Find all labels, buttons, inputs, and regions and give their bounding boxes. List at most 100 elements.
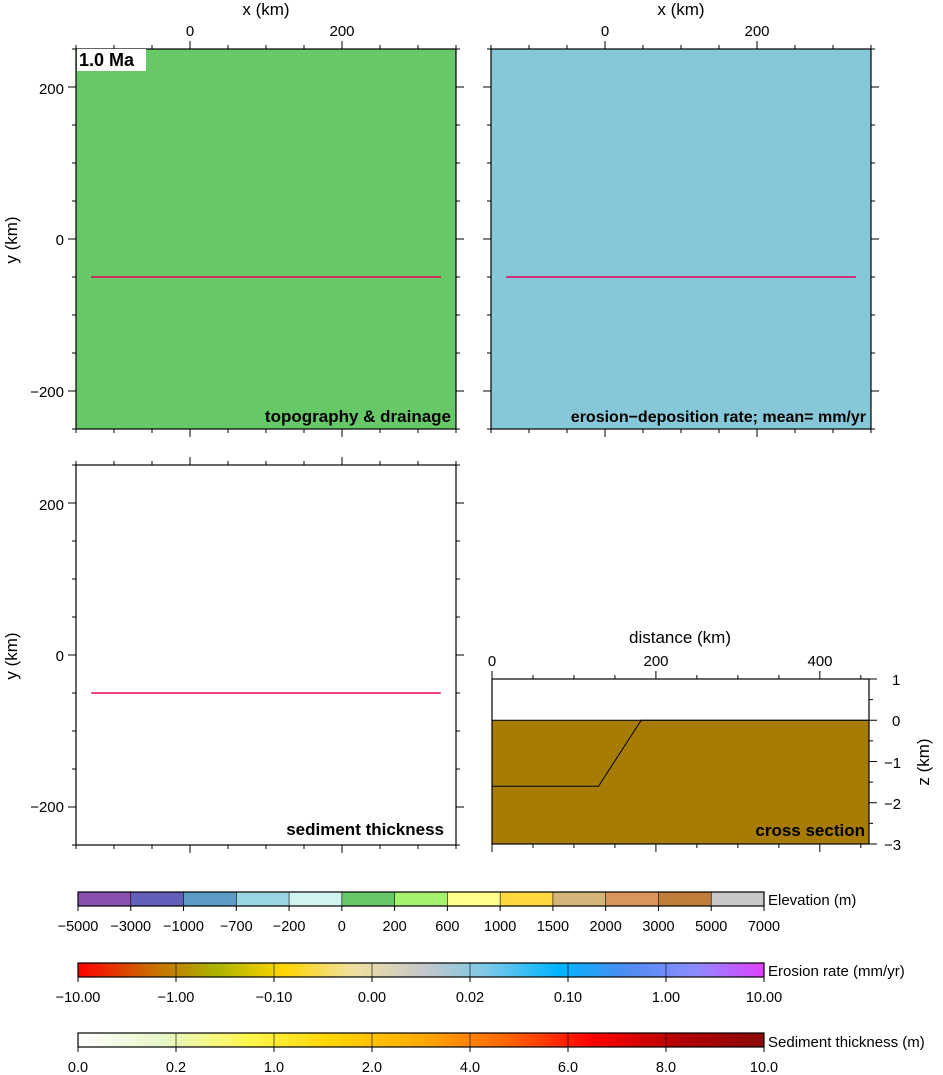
elevation-swatch bbox=[236, 892, 290, 906]
sediment-tick-label: 8.0 bbox=[656, 1060, 676, 1075]
sediment-tick-label: 10.0 bbox=[750, 1060, 778, 1075]
elevation-tick-label: 0 bbox=[338, 919, 346, 935]
elevation-colorbar-label: Elevation (m) bbox=[768, 892, 856, 909]
sediment-tick-label: 6.0 bbox=[558, 1060, 578, 1075]
cross-section-frame bbox=[491, 678, 870, 845]
panel-topography: 1.0 Ma topography & drainage x (km) y (k… bbox=[2, 0, 464, 437]
sediment-tick-labels: 0.0 0.2 1.0 2.0 4.0 6.0 8.0 10.0 bbox=[68, 1033, 778, 1075]
elevation-swatch bbox=[711, 892, 765, 906]
topography-panel-label: topography & drainage bbox=[265, 407, 451, 426]
cross-section-z-tick-neg3: −3 bbox=[884, 837, 901, 854]
elevation-swatch bbox=[605, 892, 659, 906]
erosion-x-axis-label: x (km) bbox=[657, 0, 704, 19]
cross-section-z-tick-neg1: −1 bbox=[884, 755, 901, 772]
sediment-y-tick-0: 0 bbox=[56, 648, 64, 665]
erosion-tick-labels: −10.00 −1.00 −0.10 0.00 0.02 0.10 1.00 10.00 bbox=[56, 963, 782, 1006]
sediment-y-tick-neg200: −200 bbox=[30, 799, 64, 816]
cross-section-x-tick-200: 200 bbox=[643, 653, 668, 670]
elevation-swatch bbox=[78, 892, 132, 906]
cross-section-z-axis-label: z (km) bbox=[914, 738, 933, 785]
panel-cross-section: cross section distance (km) z (km) 0 200… bbox=[488, 628, 933, 854]
elevation-tick-label: 200 bbox=[383, 919, 407, 935]
topography-y-tick-200: 200 bbox=[39, 81, 64, 98]
topography-frame bbox=[75, 48, 457, 430]
elevation-swatches bbox=[78, 892, 765, 906]
erosion-colorbar-gradient bbox=[78, 963, 764, 977]
elevation-tick-labels: −5000 −3000 −1000 −700 −200 0 200 600 1000 1500 20… bbox=[58, 906, 780, 935]
sediment-frame bbox=[75, 464, 457, 846]
topography-y-tick-0: 0 bbox=[56, 232, 64, 249]
topography-y-axis-label: y (km) bbox=[2, 216, 21, 263]
cross-section-panel-label: cross section bbox=[755, 821, 865, 840]
elevation-tick-label: 3000 bbox=[642, 919, 674, 935]
elevation-swatch bbox=[130, 892, 184, 906]
sediment-colorbar-label: Sediment thickness (m) bbox=[768, 1034, 925, 1051]
elevation-swatch bbox=[447, 892, 501, 906]
erosion-x-tick-200: 200 bbox=[744, 23, 769, 40]
time-label-box bbox=[77, 49, 146, 71]
erosion-tick-label: 0.02 bbox=[456, 990, 484, 1006]
cross-section-z-tick-1: 1 bbox=[892, 672, 900, 689]
colorbar-elevation: −5000 −3000 −1000 −700 −200 0 200 600 1000 1500 20… bbox=[58, 891, 856, 935]
elevation-tick-label: −5000 bbox=[58, 919, 99, 935]
erosion-tick-label: −10.00 bbox=[56, 990, 101, 1006]
topography-y-tick-neg200: −200 bbox=[30, 384, 64, 401]
sediment-panel-label: sediment thickness bbox=[286, 820, 444, 839]
sediment-ticks bbox=[68, 457, 464, 853]
erosion-ticks bbox=[483, 41, 879, 437]
sediment-tick-label: 2.0 bbox=[362, 1060, 382, 1075]
topography-map bbox=[76, 49, 456, 429]
elevation-tick-label: 600 bbox=[435, 919, 459, 935]
topography-x-tick-0: 0 bbox=[186, 23, 194, 40]
erosion-map bbox=[491, 49, 871, 429]
erosion-tick-label: 10.00 bbox=[746, 990, 782, 1006]
erosion-colorbar-label: Erosion rate (mm/yr) bbox=[768, 963, 905, 980]
erosion-tick-label: 0.10 bbox=[554, 990, 582, 1006]
cross-section-x-tick-400: 400 bbox=[807, 653, 832, 670]
elevation-swatch bbox=[552, 892, 607, 906]
elevation-tick-label: 5000 bbox=[695, 919, 727, 935]
elevation-swatch bbox=[183, 892, 237, 906]
elevation-tick-label: −200 bbox=[273, 919, 306, 935]
panel-sediment: sediment thickness y (km) 200 0 −200 bbox=[2, 457, 464, 853]
erosion-tick-label: 1.00 bbox=[652, 990, 680, 1006]
elevation-tick-label: 2000 bbox=[590, 919, 622, 935]
erosion-tick-label: −0.10 bbox=[256, 990, 293, 1006]
elevation-tick-label: 1000 bbox=[484, 919, 516, 935]
erosion-tick-label: 0.00 bbox=[358, 990, 386, 1006]
sediment-y-axis-label: y (km) bbox=[2, 632, 21, 679]
sediment-tick-label: 0.2 bbox=[166, 1060, 186, 1075]
topography-x-tick-200: 200 bbox=[329, 23, 354, 40]
elevation-tick-label: −1000 bbox=[163, 919, 204, 935]
panel-erosion: erosion−deposition rate; mean= mm/yr x (… bbox=[483, 0, 879, 437]
elevation-tick-label: −700 bbox=[220, 919, 253, 935]
cross-section-x-axis-label: distance (km) bbox=[629, 628, 731, 647]
cross-section-z-tick-0: 0 bbox=[892, 713, 900, 730]
sediment-tick-label: 4.0 bbox=[460, 1060, 480, 1075]
cross-section-x-tick-0: 0 bbox=[488, 653, 496, 670]
elevation-colorbar-frame bbox=[77, 891, 765, 907]
erosion-panel-label: erosion−deposition rate; mean= mm/yr bbox=[571, 409, 866, 426]
topography-x-axis-label: x (km) bbox=[242, 0, 289, 19]
sediment-colorbar-gradient bbox=[78, 1033, 764, 1047]
topography-ticks bbox=[68, 41, 464, 437]
elevation-tick-label: 7000 bbox=[748, 919, 780, 935]
colorbar-sediment: 0.0 0.2 1.0 2.0 4.0 6.0 8.0 10.0 Sediment thick… bbox=[68, 1032, 925, 1075]
sediment-y-tick-200: 200 bbox=[39, 497, 64, 514]
cross-section-ticks bbox=[491, 671, 877, 852]
elevation-tick-label: 1500 bbox=[537, 919, 569, 935]
elevation-swatch bbox=[658, 892, 712, 906]
elevation-swatch bbox=[500, 892, 554, 906]
colorbar-erosion: −10.00 −1.00 −0.10 0.00 0.02 0.10 1.00 10.00 Er… bbox=[56, 962, 905, 1006]
time-label: 1.0 Ma bbox=[79, 50, 135, 70]
sediment-map bbox=[76, 465, 456, 845]
elevation-swatch bbox=[341, 892, 396, 906]
elevation-swatch bbox=[394, 892, 448, 906]
erosion-tick-label: −1.00 bbox=[158, 990, 195, 1006]
sediment-tick-label: 0.0 bbox=[68, 1060, 88, 1075]
elevation-swatch bbox=[289, 892, 343, 906]
elevation-tick-label: −3000 bbox=[110, 919, 151, 935]
cross-section-fill bbox=[492, 720, 869, 844]
erosion-x-tick-0: 0 bbox=[601, 23, 609, 40]
